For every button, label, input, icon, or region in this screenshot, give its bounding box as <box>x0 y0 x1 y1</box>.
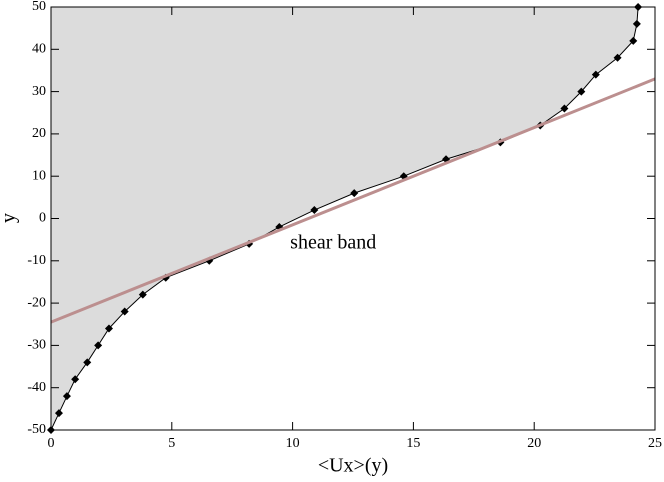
marker <box>104 324 113 333</box>
y-tick-label: 0 <box>39 211 46 226</box>
marker <box>83 358 92 367</box>
marker <box>632 19 641 28</box>
marker <box>120 307 129 316</box>
marker <box>591 70 600 79</box>
shaded-region <box>51 7 639 430</box>
marker <box>310 206 319 215</box>
y-tick-label: -30 <box>27 338 46 353</box>
y-axis-label: y <box>0 213 20 223</box>
data-line <box>50 6 639 431</box>
marker <box>629 36 638 45</box>
annotation: shear band <box>290 231 376 253</box>
marker <box>577 87 586 96</box>
marker <box>350 189 359 198</box>
y-tick-label: -40 <box>27 380 46 395</box>
x-tick-label: 0 <box>48 436 55 451</box>
marker <box>54 409 63 418</box>
marker <box>138 290 147 299</box>
y-tick-label: 10 <box>32 168 46 183</box>
x-tick-label: 10 <box>286 436 300 451</box>
y-tick-label: 20 <box>32 126 46 141</box>
marker <box>62 392 71 401</box>
marker <box>71 375 80 384</box>
x-tick-label: 25 <box>648 436 662 451</box>
marker <box>560 104 569 113</box>
y-tick-label: 50 <box>32 0 46 14</box>
x-axis-label: <Ux>(y) <box>318 455 388 477</box>
y-tick-label: -10 <box>27 253 46 268</box>
y-tick-label: 40 <box>32 42 46 57</box>
y-tick-label: -20 <box>27 295 46 310</box>
y-tick-label: 30 <box>32 84 46 99</box>
marker <box>94 341 103 350</box>
marker <box>613 53 622 62</box>
fit-line <box>50 77 656 324</box>
x-tick-label: 5 <box>168 436 175 451</box>
x-tick-label: 15 <box>406 436 420 451</box>
y-tick-label: -50 <box>27 422 46 437</box>
plot-frame <box>50 6 656 431</box>
x-tick-label: 20 <box>527 436 541 451</box>
